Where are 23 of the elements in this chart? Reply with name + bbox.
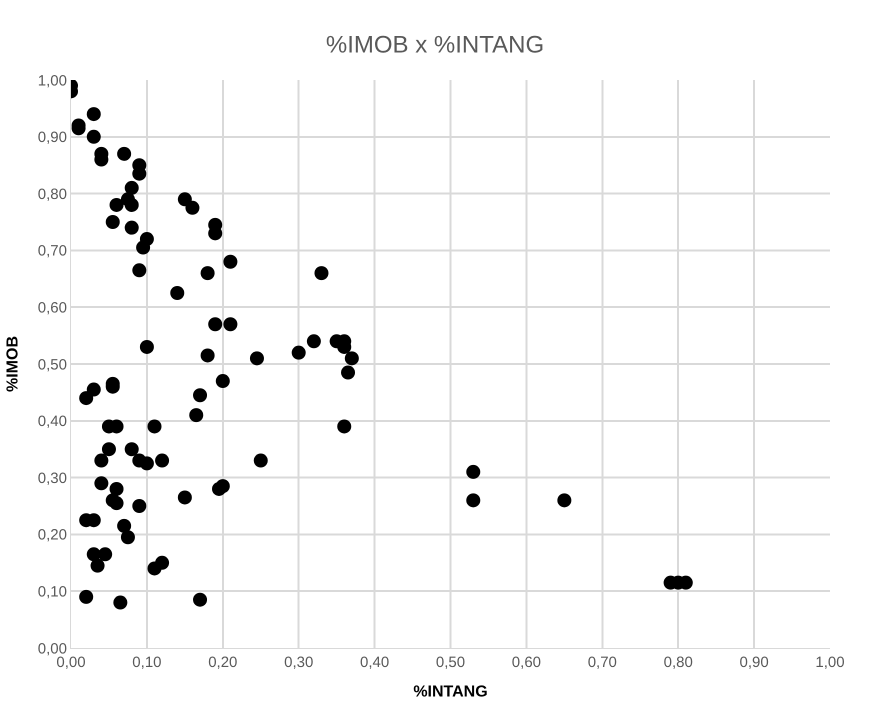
x-tick-label: 0,30 [284,654,314,671]
y-tick-label: 1,00 [38,72,67,90]
x-tick-label: 0,20 [208,654,238,671]
x-tick-label: 0,80 [664,654,693,671]
x-tick-label: 0,10 [132,654,162,671]
x-tick-label: 0,50 [436,654,466,671]
x-tick-label: 0,70 [588,654,617,671]
y-axis-title: %IMOB [4,336,22,392]
y-tick-label: 0,40 [38,413,67,430]
y-tick-label: 0,60 [38,299,67,316]
y-tick-label: 0,30 [38,470,67,487]
x-tick-label: 0,90 [740,654,769,671]
x-tick-label: 0,60 [512,654,541,671]
y-tick-label: 0,90 [38,129,67,146]
y-tick-label: 0,70 [38,242,67,260]
y-tick-label: 0,80 [38,186,67,203]
chart-title: %IMOB x %INTANG [326,32,544,59]
y-tick-label: 0,10 [38,583,67,600]
y-tick-label: 0,20 [38,526,67,544]
y-tick-label: 0,50 [38,356,67,374]
x-tick-label: 0,40 [360,654,390,671]
x-tick-label: 1,00 [815,654,845,671]
x-axis-title: %INTANG [413,684,488,701]
